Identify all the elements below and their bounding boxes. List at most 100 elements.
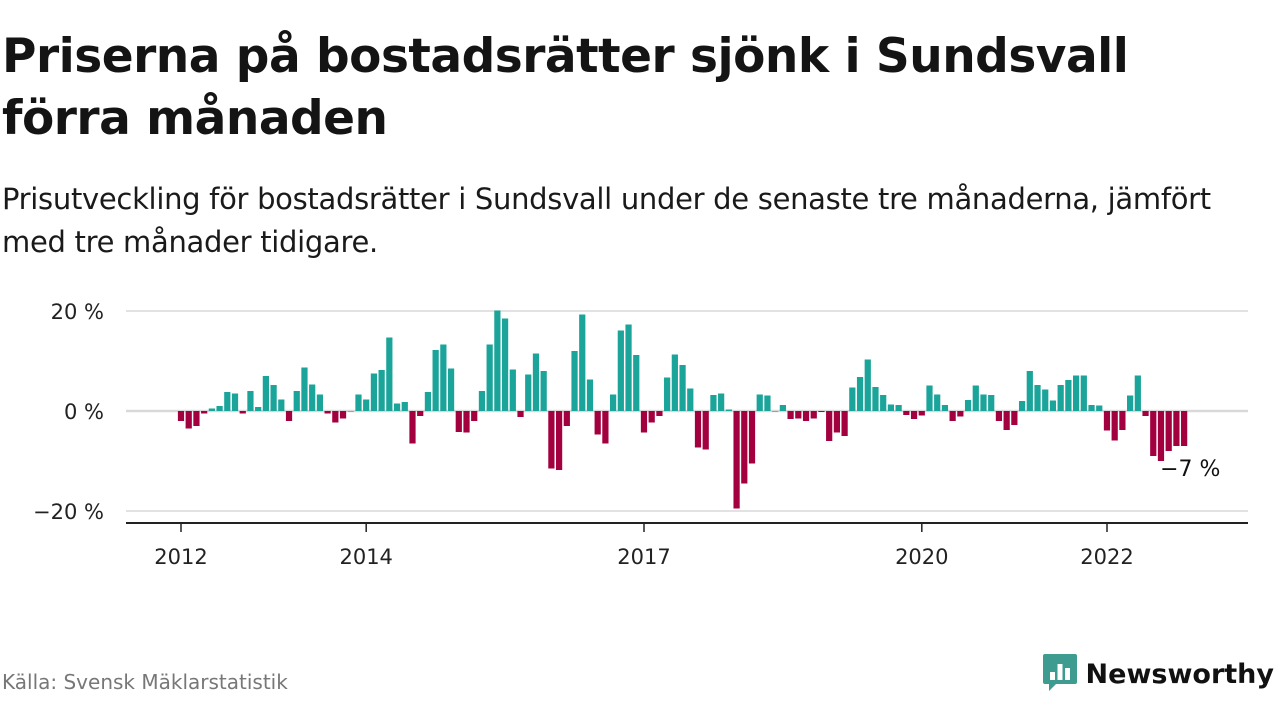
bar xyxy=(1173,411,1180,446)
bar xyxy=(517,411,524,417)
brand-name: Newsworthy xyxy=(1085,658,1274,690)
bar xyxy=(293,391,300,411)
x-tick-label: 2012 xyxy=(154,545,207,569)
bar xyxy=(440,344,447,411)
bars xyxy=(177,310,1188,509)
bar xyxy=(1034,385,1041,411)
bar xyxy=(833,411,840,433)
bar xyxy=(826,411,833,441)
bar xyxy=(247,391,254,411)
bar xyxy=(718,393,725,411)
bar xyxy=(1111,411,1118,441)
bar xyxy=(1119,411,1126,430)
y-tick-label: 20 % xyxy=(51,300,104,324)
labels: −7 % xyxy=(1160,457,1220,482)
bar xyxy=(224,392,231,411)
bar xyxy=(355,394,362,411)
bar xyxy=(702,411,709,450)
bar xyxy=(710,395,717,411)
bar xyxy=(779,405,786,411)
bar xyxy=(671,354,678,411)
bar xyxy=(602,411,609,444)
bar xyxy=(764,395,771,411)
bar xyxy=(555,411,563,470)
chart-subtitle: Prisutveckling för bostadsrätter i Sunds… xyxy=(2,182,1211,259)
bar xyxy=(1026,371,1033,411)
bar xyxy=(432,350,439,411)
bar xyxy=(872,387,879,411)
bar xyxy=(363,399,370,411)
bar xyxy=(185,411,192,429)
bar xyxy=(1165,411,1172,451)
bar xyxy=(1134,375,1141,411)
bar xyxy=(748,411,756,464)
bar xyxy=(501,318,509,411)
bar xyxy=(841,411,848,436)
bar xyxy=(231,393,239,411)
bar xyxy=(177,411,185,421)
bar xyxy=(1049,400,1057,411)
bar xyxy=(756,394,763,411)
bar xyxy=(447,368,455,411)
bar xyxy=(417,411,424,416)
bar xyxy=(571,351,578,411)
bar xyxy=(563,411,570,426)
bar xyxy=(988,395,995,411)
bar xyxy=(625,324,632,411)
bar xyxy=(401,402,408,411)
bar xyxy=(1018,401,1026,411)
bar xyxy=(239,411,246,414)
bar xyxy=(964,400,972,411)
bar xyxy=(972,385,979,411)
bar xyxy=(941,405,949,411)
bar xyxy=(802,411,810,421)
x-tick-label: 2014 xyxy=(339,545,392,569)
bar xyxy=(856,377,864,411)
bar xyxy=(193,411,200,426)
bar xyxy=(316,394,324,411)
bar xyxy=(1011,411,1018,425)
bar xyxy=(478,391,486,411)
bar xyxy=(864,359,871,411)
newsworthy-logo[interactable]: Newsworthy xyxy=(1042,652,1274,696)
grid-lines: 20 % 0 % −20 % xyxy=(33,300,1248,524)
bar xyxy=(957,411,964,417)
bar xyxy=(424,392,432,411)
bar xyxy=(370,373,378,411)
bar xyxy=(339,411,347,419)
bar xyxy=(610,394,617,411)
bar xyxy=(910,411,918,419)
bar xyxy=(949,411,956,421)
x-axis: 2012 2014 2017 2020 2022 xyxy=(126,522,1248,569)
bar xyxy=(1096,405,1103,411)
bar xyxy=(664,377,671,411)
bar xyxy=(1142,411,1149,416)
bar xyxy=(455,411,462,432)
bar xyxy=(386,337,393,411)
bar xyxy=(409,411,416,444)
bar xyxy=(486,344,493,411)
bar xyxy=(1181,411,1188,446)
bar xyxy=(579,314,586,411)
bar xyxy=(1103,411,1111,431)
bar xyxy=(540,371,547,411)
last-value-label: −7 % xyxy=(1160,457,1220,482)
bar xyxy=(818,411,825,412)
bar xyxy=(285,411,293,421)
bar xyxy=(795,411,802,419)
bar xyxy=(532,353,540,411)
bar xyxy=(1065,380,1072,411)
bar xyxy=(1057,385,1064,411)
bar xyxy=(494,310,501,411)
bar xyxy=(1150,411,1157,456)
bar xyxy=(926,385,933,411)
bar xyxy=(278,399,285,411)
bar xyxy=(594,411,601,435)
bar xyxy=(1088,405,1095,411)
bar xyxy=(548,411,555,469)
bar xyxy=(787,411,794,419)
bar xyxy=(262,376,269,411)
bar xyxy=(656,411,663,416)
bar xyxy=(880,395,887,411)
bar xyxy=(309,384,316,411)
